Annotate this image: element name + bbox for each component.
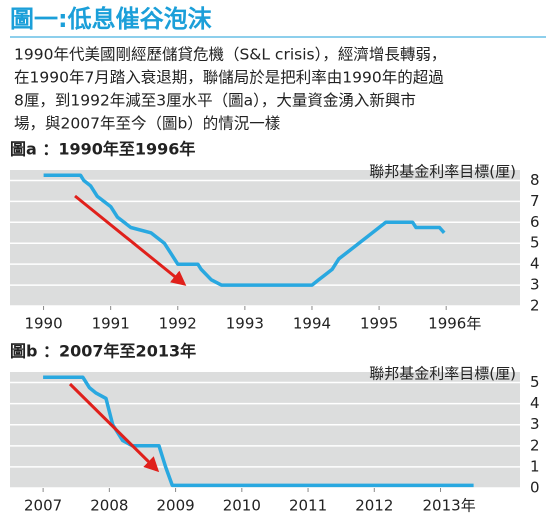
x-tick-label: 1992 — [159, 315, 197, 333]
x-tick-label: 2010 — [223, 497, 261, 515]
y-tick-label: 2 — [530, 436, 540, 454]
chart-title: 圖b ：2007年至2013年 — [10, 342, 196, 361]
trend-arrow — [74, 194, 187, 286]
x-tick-label: 1995 — [360, 315, 398, 333]
y-tick-label: 1 — [530, 457, 540, 475]
x-tick-label: 1994 — [293, 315, 331, 333]
x-tick-label: 1991 — [92, 315, 130, 333]
rate-line — [43, 375, 474, 488]
description-line: 1990年代美國剛經歷儲貸危機（S&L crisis），經濟增長轉弱， — [14, 46, 446, 64]
y-tick-label: 8 — [530, 171, 540, 189]
charts: 圖a ：1990年至1996年 2 3 4 5 6 7 8 1990 1991 1992 1993 19… — [10, 140, 540, 515]
description-line: 場，與2007年至今（圖b）的情況一樣 — [14, 115, 281, 133]
chart-title: 圖a ：1990年至1996年 — [10, 140, 195, 159]
y-tick-label: 4 — [530, 394, 540, 412]
y-tick-label: 6 — [530, 213, 540, 231]
y-axis-label: 聯邦基金利率目標(厘) — [369, 163, 516, 181]
x-tick-label: 1996年 — [428, 315, 481, 333]
description-line: 在1990年7月踏入衰退期，聯儲局於是把利率由1990年的超過 — [14, 69, 444, 87]
x-tick-label: 2012 — [355, 497, 393, 515]
description-line: 8厘，到1992年減至3厘水平（圖a），大量資金湧入新興市 — [14, 92, 416, 110]
plot-background — [10, 372, 520, 488]
x-tick-label: 1990 — [24, 315, 62, 333]
rate-line — [43, 173, 446, 287]
y-tick-label: 5 — [530, 373, 540, 391]
x-tick-label: 2007 — [24, 497, 62, 515]
x-tick-label: 1993 — [226, 315, 264, 333]
y-tick-label: 3 — [530, 276, 540, 294]
x-tick-label: 2009 — [156, 497, 194, 515]
y-tick-label: 5 — [530, 234, 540, 252]
x-tick-label: 2013年 — [423, 497, 476, 515]
trend-arrow — [68, 382, 160, 473]
y-tick-label: 0 — [530, 479, 540, 497]
y-tick-label: 2 — [530, 297, 540, 315]
y-tick-label: 3 — [530, 415, 540, 433]
x-tick-label: 2008 — [90, 497, 128, 515]
y-axis-label: 聯邦基金利率目標(厘) — [369, 365, 516, 383]
y-tick-label: 7 — [530, 192, 540, 210]
page-title: 圖一:低息催谷泡沫 — [10, 5, 213, 33]
x-tick-label: 2011 — [289, 497, 327, 515]
y-tick-label: 4 — [530, 255, 540, 273]
